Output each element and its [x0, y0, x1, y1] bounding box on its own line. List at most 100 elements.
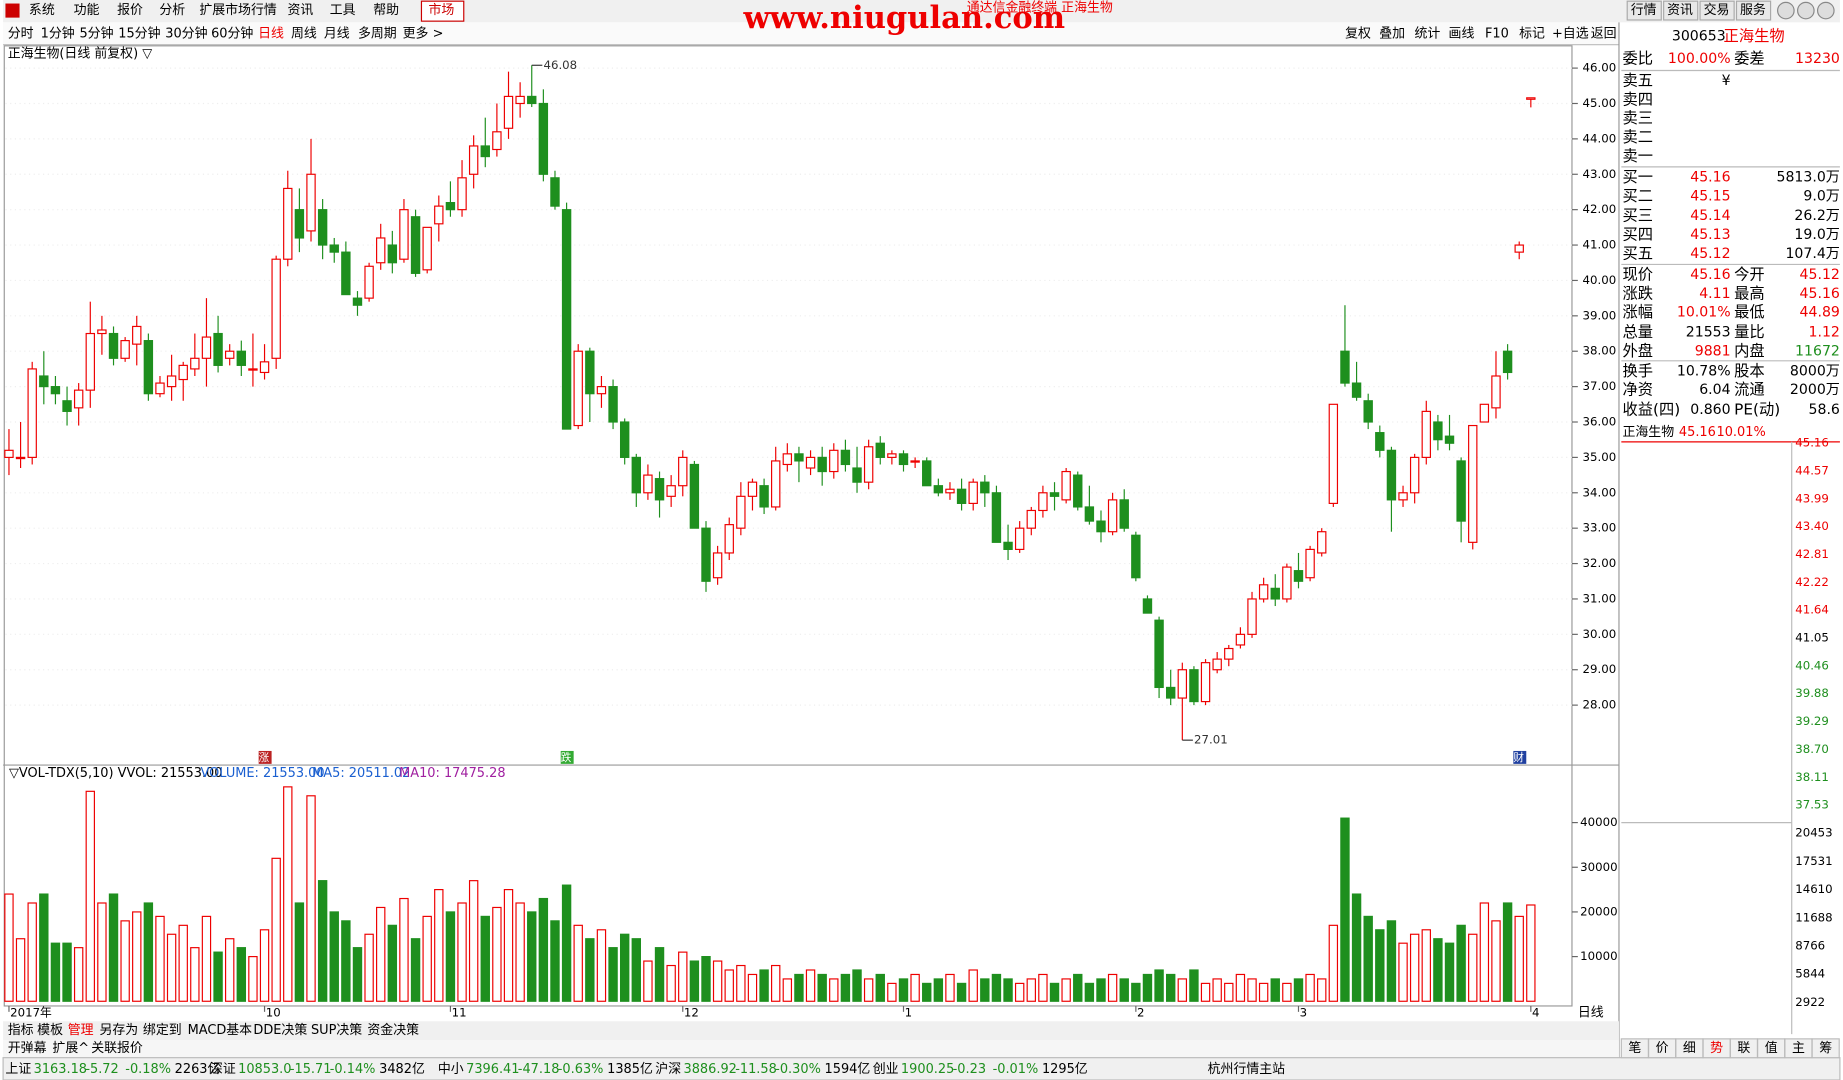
menu-item[interactable]: 报价 — [117, 3, 143, 18]
candle-body — [1398, 492, 1408, 501]
volume-bar — [364, 933, 374, 1002]
bottom-tab[interactable]: 资金决策 — [367, 1022, 419, 1038]
toolbar-item[interactable]: 日线 — [258, 27, 284, 42]
toolbar-right-item[interactable]: F10 — [1485, 27, 1509, 42]
tab-bar-2 — [3, 1040, 1619, 1058]
toolbar-right-item[interactable]: 复权 — [1345, 26, 1371, 42]
menu-item[interactable]: 资讯 — [287, 3, 313, 18]
toolbar-right-item[interactable]: 叠加 — [1379, 27, 1405, 42]
volume-bar — [399, 897, 409, 1002]
toolbar-item[interactable]: 30分钟 — [165, 26, 207, 42]
bottom-tab[interactable]: 管理 — [68, 1023, 94, 1038]
window-control[interactable] — [1777, 1, 1795, 20]
volume-bar — [492, 906, 502, 1002]
quote-label-2: 今开 — [1734, 265, 1765, 283]
toolbar-right-item[interactable]: 画线 — [1449, 27, 1475, 42]
mini-price-tick: 40.46 — [1795, 658, 1829, 672]
status-item: -15.71 — [290, 1062, 332, 1077]
panel-tab-label[interactable]: 筹 — [1819, 1040, 1832, 1056]
menu-item[interactable]: 扩展市场行情 — [199, 2, 277, 18]
panel-tab-label[interactable]: 值 — [1765, 1040, 1778, 1056]
candle-body — [782, 453, 793, 466]
menu-item[interactable]: 工具 — [330, 3, 356, 18]
bottom-tab-2[interactable]: 关联报价 — [91, 1041, 143, 1056]
toolbar-right-item[interactable]: 返回 — [1591, 27, 1617, 42]
event-marker[interactable] — [560, 750, 574, 764]
bottom-tab[interactable]: 另存为 — [99, 1023, 138, 1038]
bottom-tab-2[interactable]: 扩展^ — [52, 1041, 89, 1056]
quote-label: 卖三 — [1623, 109, 1654, 127]
x-tick-label: 1 — [905, 1006, 912, 1020]
toolbar-item[interactable]: 1分钟 — [41, 26, 75, 42]
volume-bar — [1375, 929, 1385, 1002]
event-marker[interactable] — [1513, 750, 1527, 764]
toolbar-item[interactable]: 更多 > — [403, 27, 444, 42]
y-tick-label: 33.00 — [1583, 521, 1617, 535]
volume-bar — [445, 911, 456, 1002]
volume-bar — [643, 960, 653, 1002]
toolbar-item[interactable]: 60分钟 — [211, 26, 253, 42]
status-item: 沪深 — [655, 1062, 681, 1077]
candle-body — [1142, 598, 1153, 614]
toolbar-right-item[interactable]: 标记 — [1519, 27, 1545, 42]
window-control[interactable] — [1816, 1, 1835, 20]
menu-item[interactable]: 系统 — [29, 3, 55, 18]
bottom-tab-2[interactable]: 开弹幕 — [8, 1041, 47, 1056]
menu-item[interactable]: 帮助 — [373, 3, 399, 18]
quote-value-2: 45.16 — [1800, 286, 1840, 302]
toolbar-item[interactable]: 5分钟 — [79, 26, 113, 42]
toolbar-item[interactable]: 周线 — [291, 27, 317, 42]
status-item: -0.14% — [330, 1062, 376, 1077]
bottom-tab[interactable]: MACD基本 — [188, 1023, 253, 1038]
bottom-tab[interactable]: 绑定到 — [143, 1023, 182, 1038]
candle-body — [190, 357, 200, 370]
panel-tab-label[interactable]: 笔 — [1628, 1040, 1641, 1056]
top-button-label[interactable]: 行情 — [1631, 3, 1657, 18]
volume-bar — [283, 786, 293, 1002]
mini-vol-tick: 20453 — [1795, 826, 1832, 840]
bottom-tab[interactable]: 指标 — [8, 1023, 34, 1038]
event-marker-label[interactable]: 跌 — [561, 751, 572, 764]
candle-body — [817, 456, 827, 473]
top-button[interactable] — [1626, 0, 1662, 21]
event-marker[interactable] — [258, 750, 272, 764]
bottom-tab[interactable]: 模板 — [37, 1023, 63, 1038]
panel-tab-label[interactable]: 价 — [1656, 1041, 1669, 1056]
y-tick-label: 41.00 — [1583, 238, 1617, 252]
panel-tab-label[interactable]: 细 — [1683, 1041, 1696, 1056]
toolbar-item[interactable]: 分时 — [8, 27, 34, 42]
quote-value: 10.01% — [1677, 305, 1731, 321]
candle-body — [747, 481, 758, 497]
top-button[interactable] — [1735, 0, 1772, 21]
menu-item[interactable]: 功能 — [74, 3, 100, 18]
menu-item[interactable]: 市场 — [429, 2, 455, 18]
candle-body — [1154, 619, 1164, 689]
toolbar-right-item[interactable]: +自选 — [1552, 27, 1589, 42]
window-control[interactable] — [1797, 1, 1815, 20]
volume-bar — [480, 915, 490, 1002]
event-marker-label[interactable]: 财 — [1513, 751, 1524, 764]
top-button[interactable] — [1699, 0, 1735, 21]
panel-tab-label[interactable]: 主 — [1792, 1041, 1805, 1056]
top-button[interactable] — [1663, 0, 1699, 21]
panel-tab[interactable] — [1811, 1038, 1840, 1059]
toolbar-right-item[interactable]: 统计 — [1414, 27, 1440, 42]
y-tick-label: 40.00 — [1583, 273, 1617, 287]
toolbar-item[interactable]: 15分钟 — [118, 26, 160, 42]
toolbar-item[interactable]: 多周期 — [358, 27, 397, 42]
top-button-label[interactable]: 服务 — [1740, 2, 1766, 18]
quote-value: 45.16 — [1690, 169, 1730, 185]
top-button-label[interactable]: 交易 — [1704, 2, 1730, 18]
bottom-tab[interactable]: DDE决策 — [253, 1022, 307, 1038]
event-marker-label[interactable]: 涨 — [259, 752, 270, 764]
panel-tab-label[interactable]: 势 — [1710, 1040, 1723, 1056]
bottom-tab[interactable]: SUP决策 — [311, 1022, 362, 1038]
vol-tick-label: 30000 — [1580, 860, 1617, 874]
x-tick-label: 11 — [452, 1006, 467, 1020]
candle-body — [294, 209, 305, 239]
menu-item[interactable]: 分析 — [159, 3, 185, 18]
volume-bar — [1096, 978, 1106, 1002]
panel-tab-label[interactable]: 联 — [1737, 1041, 1750, 1056]
top-button-label[interactable]: 资讯 — [1667, 3, 1693, 18]
toolbar-item[interactable]: 月线 — [324, 27, 350, 42]
